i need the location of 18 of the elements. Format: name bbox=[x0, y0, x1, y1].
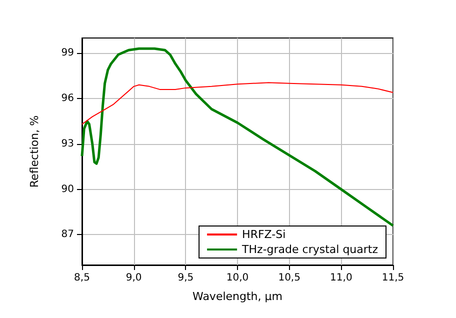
y-tick-label: 87 bbox=[61, 229, 74, 240]
x-tick-label: 11,0 bbox=[330, 272, 352, 284]
x-tick-label: 11,5 bbox=[382, 272, 404, 284]
x-tick-label: 9,5 bbox=[178, 272, 194, 284]
x-axis-title: Wavelength, μm bbox=[192, 290, 282, 303]
line-series bbox=[82, 82, 394, 125]
y-tick-label: 90 bbox=[61, 184, 74, 195]
y-tick-label: 96 bbox=[61, 93, 74, 104]
y-tick-label: 93 bbox=[61, 138, 74, 150]
legend-label: THz-grade crystal quartz bbox=[241, 243, 378, 256]
legend-label: HRFZ-Si bbox=[242, 228, 286, 241]
x-tick-label: 8,5 bbox=[74, 272, 90, 284]
y-axis-title: Reflection, % bbox=[28, 115, 41, 188]
x-tick-label: 9,0 bbox=[126, 272, 142, 284]
x-tick-label: 10,0 bbox=[226, 272, 249, 284]
x-tick-label: 10,5 bbox=[278, 272, 300, 284]
y-tick-label: 99 bbox=[61, 48, 74, 59]
line-series bbox=[80, 47, 394, 227]
